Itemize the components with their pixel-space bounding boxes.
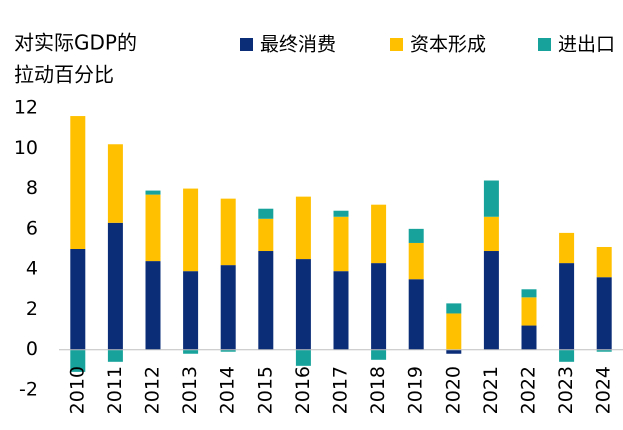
bar <box>446 303 462 314</box>
bar <box>295 349 311 366</box>
legend-label: 资本形成 <box>410 34 486 56</box>
bar <box>446 349 462 354</box>
bar <box>183 349 199 354</box>
bar <box>596 349 612 352</box>
bar <box>220 265 236 350</box>
x-tick-label: 2020 <box>442 366 464 414</box>
x-tick-label: 2022 <box>518 366 540 414</box>
x-tick-label: 2018 <box>367 366 389 414</box>
x-tick-label: 2021 <box>480 366 502 414</box>
bar <box>258 218 274 252</box>
bar <box>145 194 161 262</box>
y-tick-label: -2 <box>19 379 38 401</box>
bar <box>295 196 311 260</box>
bar <box>521 289 537 298</box>
bar <box>333 271 349 350</box>
x-tick-label: 2014 <box>217 366 239 414</box>
bar <box>371 263 387 350</box>
bar <box>371 204 387 264</box>
x-tick-label: 2015 <box>254 366 276 414</box>
bar <box>183 188 199 272</box>
y-tick-label: 10 <box>14 137 38 159</box>
bar <box>70 116 86 249</box>
bar <box>258 251 274 350</box>
y-tick-label: 0 <box>26 338 38 360</box>
y-tick-label: 4 <box>26 258 38 280</box>
bar <box>371 349 387 360</box>
bar <box>559 232 575 264</box>
bar <box>295 259 311 350</box>
y-tick-label: 6 <box>26 217 38 239</box>
bar <box>220 349 236 352</box>
x-tick-label: 2016 <box>292 366 314 414</box>
legend-swatch <box>538 38 551 51</box>
x-tick-label: 2019 <box>405 366 427 414</box>
bar <box>220 198 236 266</box>
bar <box>559 263 575 350</box>
bar <box>408 228 424 243</box>
bar <box>596 246 612 278</box>
legend-swatch <box>390 38 403 51</box>
bar <box>408 279 424 350</box>
chart-title: 拉动百分比 <box>14 63 114 87</box>
x-tick-label: 2012 <box>142 366 164 414</box>
x-tick-label: 2017 <box>330 366 352 414</box>
bar <box>107 222 123 350</box>
x-tick-label: 2011 <box>104 366 126 414</box>
bar <box>70 249 86 350</box>
bar <box>333 216 349 272</box>
x-tick-label: 2010 <box>66 366 88 414</box>
chart-title: 对实际GDP的 <box>14 31 137 55</box>
bar <box>183 271 199 350</box>
legend-label: 最终消费 <box>260 34 336 56</box>
bar <box>145 190 161 195</box>
x-tick-label: 2023 <box>555 366 577 414</box>
bar <box>483 180 499 217</box>
bar <box>521 325 537 350</box>
bar <box>107 144 123 223</box>
bar <box>483 216 499 252</box>
y-tick-label: 12 <box>14 97 38 119</box>
bar <box>70 349 86 372</box>
legend-label: 进出口 <box>558 34 615 56</box>
bar <box>596 277 612 350</box>
bar <box>258 208 274 219</box>
y-tick-label: 2 <box>26 298 38 320</box>
bar <box>446 313 462 350</box>
bar <box>333 210 349 217</box>
bar <box>107 349 123 362</box>
y-tick-label: 8 <box>26 177 38 199</box>
x-tick-label: 2013 <box>179 366 201 414</box>
x-tick-label: 2024 <box>593 366 615 414</box>
bar <box>521 297 537 326</box>
bar <box>483 251 499 350</box>
bar <box>559 349 575 362</box>
legend-swatch <box>240 38 253 51</box>
bar <box>408 242 424 280</box>
bar <box>145 261 161 350</box>
